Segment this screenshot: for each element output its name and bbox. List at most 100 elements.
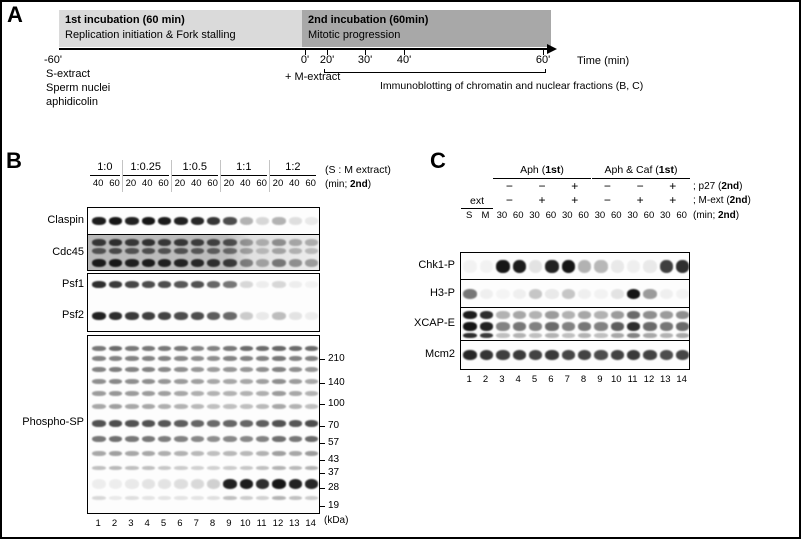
blot-band	[125, 466, 139, 470]
lane-header: 60	[512, 210, 524, 221]
lane-headers-c: S M 30 60 30 60 30 60 30 60 30 60 30 60	[461, 210, 690, 221]
mext-caption-pre: ; M-ext (	[693, 195, 730, 206]
blot-band	[223, 356, 237, 361]
blot-band	[479, 289, 494, 299]
group-separator	[220, 160, 221, 192]
blot-band	[92, 217, 106, 225]
blot-band	[239, 404, 254, 409]
blot-band	[223, 436, 237, 442]
blot-band	[141, 404, 155, 409]
mext-caption-bold: 2nd	[729, 195, 748, 206]
lane-number: 14	[676, 374, 687, 385]
blot-band	[223, 259, 237, 267]
blot-band	[108, 346, 123, 351]
blot-band	[659, 322, 674, 331]
blot-band	[174, 404, 188, 409]
psf1-psf2-blot	[87, 273, 320, 332]
blot-band	[108, 379, 123, 384]
chk1p-blot	[460, 252, 690, 280]
blot-band	[108, 356, 123, 361]
lane-number: 9	[226, 518, 232, 529]
lane-number: 1	[95, 518, 101, 529]
p27-sign: −	[603, 179, 611, 193]
lane-number: 9	[597, 374, 603, 385]
blot-band	[659, 333, 674, 338]
lane-header: 30	[529, 210, 540, 221]
time-label: 20	[125, 178, 137, 189]
panel-c-label: C	[430, 148, 446, 173]
blot-band	[141, 239, 155, 246]
blot-band	[125, 420, 139, 427]
lane-number: 14	[305, 518, 316, 529]
blot-band	[157, 420, 172, 427]
blot-band	[239, 496, 254, 500]
phospho-sp-label: Phospho-SP	[22, 416, 84, 428]
blot-band	[92, 281, 106, 288]
lane-number: 5	[531, 374, 538, 385]
blot-band	[108, 239, 123, 246]
time-axis-label: Time (min)	[577, 55, 630, 67]
blot-band	[174, 217, 188, 225]
blot-band	[272, 466, 286, 470]
blot-band	[255, 451, 270, 456]
psf1-label: Psf1	[61, 278, 84, 290]
blot-band	[174, 367, 188, 372]
blot-band	[174, 239, 188, 246]
blot-band	[174, 451, 188, 456]
blot-band	[190, 281, 204, 288]
blot-band	[125, 356, 139, 361]
lane-numbers-b: 1 2 3 4 5 6 7 8 9 10 11 12 13 14	[90, 518, 319, 529]
blot-band	[174, 281, 188, 288]
blot-band	[528, 311, 543, 319]
blot-band	[206, 312, 221, 320]
h3p-label: H3-P	[429, 287, 455, 299]
m-extract-note: + M-extract	[285, 71, 341, 83]
time-label: 40	[190, 178, 202, 189]
blot-band	[223, 391, 237, 396]
blot-band	[305, 479, 319, 489]
blot-band	[305, 248, 319, 254]
blot-band	[190, 420, 204, 427]
group-separator	[122, 160, 123, 192]
blot-band	[239, 379, 254, 384]
lane-header: 30	[627, 210, 638, 221]
xcape-label: XCAP-E	[414, 317, 455, 329]
aphcaf-post: )	[673, 164, 678, 176]
blot-band	[512, 289, 526, 299]
blot-band	[92, 367, 106, 372]
blot-band	[255, 420, 270, 427]
blot-band	[676, 333, 689, 338]
blot-band	[206, 451, 221, 456]
lane-header: 60	[643, 210, 655, 221]
xcape-blot	[460, 307, 690, 341]
blot-band	[157, 391, 172, 396]
blot-band	[239, 466, 254, 470]
blot-band	[190, 248, 204, 254]
blot-band	[643, 289, 657, 299]
time-label: 60	[256, 178, 267, 189]
lane-header: 60	[610, 210, 622, 221]
blot-band	[92, 451, 106, 456]
mw-tick	[320, 359, 325, 360]
blot-band	[305, 239, 319, 246]
blot-band	[92, 379, 106, 384]
blot-band	[157, 239, 172, 246]
blot-band	[174, 436, 188, 442]
blot-band	[141, 312, 155, 320]
ratio-group-label: 1:2	[269, 161, 316, 176]
time-label: 60	[305, 178, 316, 189]
ratio-group-label: 1:0.25	[122, 161, 169, 176]
p27-sign: −	[505, 179, 513, 193]
blot-band	[463, 289, 477, 299]
timeline-tick	[327, 50, 328, 55]
blot-band	[157, 312, 172, 320]
s-extract-note: S-extract	[46, 68, 91, 80]
blot-band	[223, 248, 237, 254]
blot-band	[594, 289, 608, 299]
blot-band	[512, 350, 526, 360]
blot-band	[288, 248, 303, 254]
min-caption-b: (min; 2nd)	[325, 179, 371, 191]
blot-band	[125, 451, 139, 456]
blot-band	[92, 391, 106, 396]
